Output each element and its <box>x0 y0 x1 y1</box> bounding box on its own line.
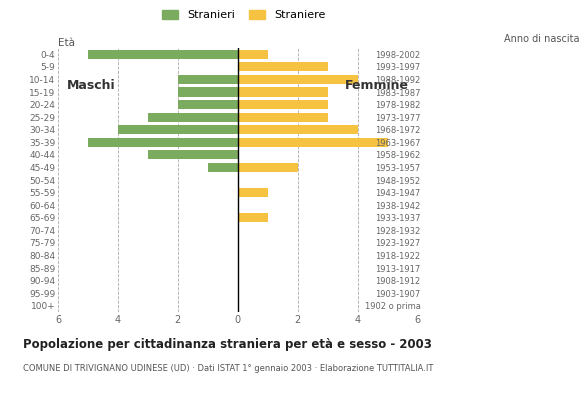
Text: Popolazione per cittadinanza straniera per età e sesso - 2003: Popolazione per cittadinanza straniera p… <box>23 338 432 351</box>
Bar <box>178 75 238 84</box>
Bar <box>238 188 268 197</box>
Bar <box>88 138 238 147</box>
Bar <box>178 88 238 96</box>
Legend: Stranieri, Straniere: Stranieri, Straniere <box>162 10 325 20</box>
Bar <box>238 100 328 109</box>
Text: Anno di nascita: Anno di nascita <box>505 34 580 44</box>
Text: Età: Età <box>58 38 75 48</box>
Text: Femmine: Femmine <box>345 79 408 92</box>
Bar <box>238 75 358 84</box>
Bar <box>238 163 298 172</box>
Bar <box>238 113 328 122</box>
Bar <box>208 163 238 172</box>
Text: Maschi: Maschi <box>67 79 115 92</box>
Bar <box>238 88 328 96</box>
Bar <box>238 138 387 147</box>
Bar <box>238 62 328 71</box>
Bar <box>238 213 268 222</box>
Bar <box>148 113 238 122</box>
Bar <box>238 125 358 134</box>
Text: COMUNE DI TRIVIGNANO UDINESE (UD) · Dati ISTAT 1° gennaio 2003 · Elaborazione TU: COMUNE DI TRIVIGNANO UDINESE (UD) · Dati… <box>23 364 434 373</box>
Bar <box>238 50 268 59</box>
Bar <box>178 100 238 109</box>
Bar <box>118 125 238 134</box>
Bar <box>88 50 238 59</box>
Bar <box>148 150 238 159</box>
